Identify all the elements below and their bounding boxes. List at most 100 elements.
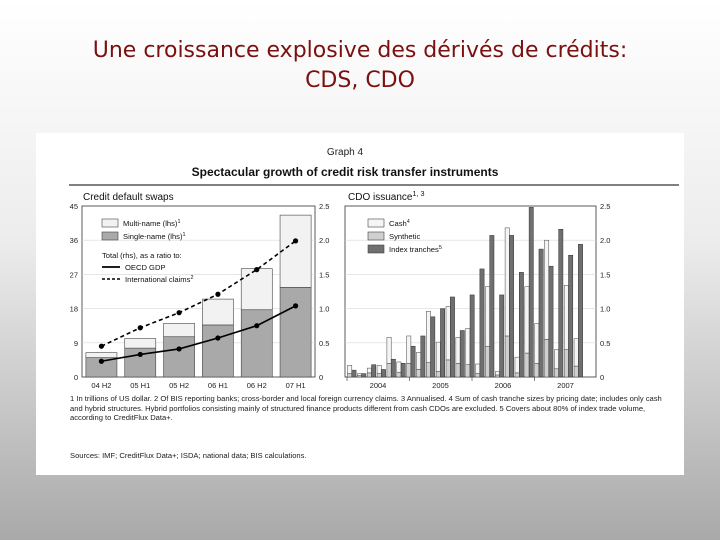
- cdo-bar-synthetic: [495, 374, 500, 378]
- cdo-bar-synthetic: [435, 371, 441, 378]
- cds-x-tick-label: 06 H2: [247, 381, 267, 390]
- line-international-claims: [101, 240, 297, 347]
- cds-left-tick-label: 45: [70, 202, 78, 211]
- cds-bar-single-name: [163, 336, 195, 378]
- legend-swatch-index-tranches: [367, 244, 385, 254]
- point-international-claims: [98, 343, 105, 349]
- cdo-panel: CDO issuance1, 3 0 0.5 1.0 1.5 2.0 2.5 2004 2005…: [344, 189, 610, 390]
- figure-panel: Graph 4 Spectacular growth of credit ris…: [36, 133, 684, 475]
- cdo-bar-cash: [524, 286, 530, 354]
- point-international-claims: [254, 267, 260, 273]
- cds-right-tick-label: 2.5: [319, 202, 329, 211]
- cdo-bar-cash: [504, 227, 510, 337]
- cds-bar-multi-name: [279, 214, 312, 288]
- cdo-bar-cash: [544, 239, 550, 340]
- cds-panel-title: Credit default swaps: [83, 192, 174, 203]
- cdo-bar-synthetic: [376, 373, 382, 378]
- cdo-right-tick-label: 1.5: [600, 270, 610, 279]
- cdo-bar-cash: [495, 371, 500, 376]
- cdo-bar-synthetic: [366, 372, 372, 378]
- cdo-bar-synthetic: [396, 371, 402, 378]
- cdo-x-tick-label: 2004: [370, 381, 387, 390]
- cdo-bar-cash: [366, 367, 372, 374]
- cdo-bar-cash: [435, 341, 441, 372]
- cdo-bar-index-tranches: [469, 294, 475, 378]
- cdo-bar-index-tranches: [381, 369, 386, 378]
- cds-right-tick-label: 1.0: [319, 305, 329, 314]
- point-international-claims: [137, 325, 143, 331]
- cdo-bar-synthetic: [544, 339, 550, 378]
- cdo-bar-index-tranches: [578, 244, 583, 378]
- cdo-bar-index-tranches: [479, 268, 485, 378]
- cdo-right-tick-label: 2.5: [600, 202, 610, 211]
- cdo-bar-cash: [485, 286, 490, 347]
- cdo-bar-synthetic: [514, 372, 520, 378]
- cds-bar-single-name: [279, 287, 312, 378]
- legend-label-single-name: Single-name (lhs)1: [123, 232, 186, 241]
- cds-bar-single-name: [202, 324, 234, 378]
- point-international-claims: [292, 238, 299, 244]
- cdo-bar-synthetic: [465, 364, 471, 378]
- cdo-bar-synthetic: [406, 363, 412, 378]
- cdo-bar-cash: [386, 337, 392, 364]
- cds-bar-multi-name: [202, 298, 234, 326]
- cds-left-tick-label: 36: [70, 236, 78, 245]
- cds-x-tick-label: 05 H2: [169, 381, 189, 390]
- point-oecd-gdp: [98, 358, 105, 364]
- cds-x-tick-label: 06 H1: [208, 381, 228, 390]
- cdo-bar-cash: [406, 335, 412, 364]
- cdo-bar-index-tranches: [548, 265, 554, 378]
- graph-label: Graph 4: [327, 147, 364, 158]
- cdo-bar-index-tranches: [568, 254, 574, 378]
- cds-right-tick-label: 0.5: [319, 339, 329, 348]
- cdo-bar-index-tranches: [450, 296, 455, 378]
- cdo-bar-synthetic: [554, 368, 559, 378]
- point-international-claims: [215, 291, 221, 297]
- cds-bar-multi-name: [85, 352, 118, 358]
- cdo-bar-cash: [475, 363, 481, 374]
- cdo-bar-cash: [455, 337, 461, 364]
- legend-label-international-claims: International claims2: [125, 275, 193, 284]
- cdo-bar-synthetic: [416, 369, 422, 378]
- cds-bar-multi-name: [240, 268, 273, 311]
- cds-right-tick-label: 2.0: [319, 236, 329, 245]
- slide-title-line-2: CDS, CDO: [305, 68, 415, 93]
- cdo-bar-index-tranches: [489, 235, 495, 378]
- cdo-bar-index-tranches: [430, 316, 436, 378]
- cdo-bar-cash: [563, 285, 569, 350]
- chart-svg: Graph 4 Spectacular growth of credit ris…: [69, 147, 679, 390]
- cdo-bar-index-tranches: [361, 373, 367, 378]
- cds-left-tick-label: 0: [74, 373, 78, 382]
- cdo-right-tick-label: 0: [600, 373, 604, 382]
- cdo-bar-cash: [426, 311, 431, 363]
- cdo-bar-cash: [445, 306, 451, 361]
- legend-swatch-synthetic: [367, 231, 385, 241]
- cdo-bar-index-tranches: [400, 363, 406, 378]
- point-oecd-gdp: [292, 303, 299, 309]
- legend-label-synthetic: Synthetic: [389, 232, 420, 241]
- cds-x-tick-label: 04 H2: [91, 381, 111, 390]
- cdo-bar-synthetic: [485, 345, 490, 378]
- cds-left-tick-label: 27: [70, 270, 78, 279]
- point-international-claims: [176, 310, 182, 316]
- cds-bar-multi-name: [163, 323, 195, 338]
- slide-title: Une croissance explosive des dérivés de …: [0, 36, 720, 96]
- cdo-x-tick-label: 2007: [557, 381, 574, 390]
- legend-label-multi-name: Multi-name (lhs)1: [123, 219, 180, 228]
- cdo-bar-index-tranches: [351, 369, 357, 378]
- figure-heading: Spectacular growth of credit risk transf…: [192, 165, 499, 179]
- legend-label-cash: Cash4: [389, 219, 410, 228]
- legend-swatch-multi-name: [101, 218, 119, 228]
- cdo-bar-synthetic: [504, 335, 510, 378]
- cdo-right-tick-label: 0.5: [600, 339, 610, 348]
- cdo-bar-index-tranches: [519, 272, 524, 378]
- footnotes: 1 In trillions of US dollar. 2 Of BIS re…: [70, 394, 662, 423]
- cdo-bar-synthetic: [534, 363, 540, 378]
- cds-x-tick-label: 05 H1: [130, 381, 150, 390]
- cdo-bar-index-tranches: [509, 235, 514, 378]
- legend-subtitle: Total (rhs), as a ratio to:: [102, 251, 182, 260]
- cdo-bar-synthetic: [475, 373, 481, 378]
- legend-label-index-tranches: Index tranches5: [389, 245, 442, 254]
- cdo-bar-index-tranches: [371, 364, 377, 378]
- cds-x-tick-label: 07 H1: [286, 381, 306, 390]
